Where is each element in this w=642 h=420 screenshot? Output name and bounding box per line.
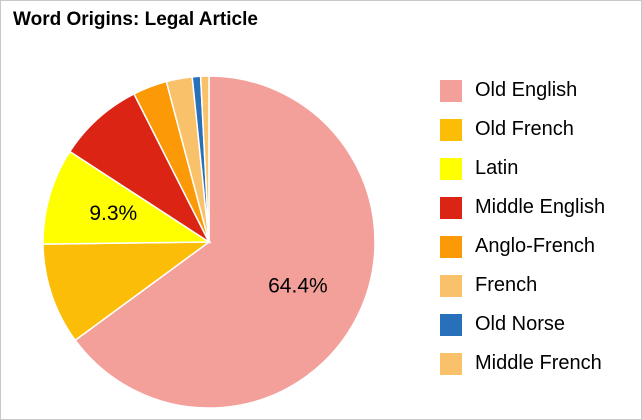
legend-item-old-norse[interactable]: Old Norse: [440, 305, 605, 344]
legend-label: French: [475, 274, 538, 296]
legend-swatch: [440, 352, 462, 375]
legend-label: Old English: [475, 79, 578, 101]
legend-item-latin[interactable]: Latin: [440, 149, 605, 188]
pie-slice-middle-english[interactable]: [68, 92, 211, 245]
legend: Old English Old French Latin Middle English…: [440, 71, 605, 383]
legend-label: Anglo-French: [475, 235, 596, 257]
legend-swatch: [440, 313, 462, 336]
legend-swatch: [440, 118, 462, 141]
legend-swatch: [440, 79, 462, 102]
pie-slices: [42, 75, 376, 409]
legend-swatch: [440, 196, 462, 219]
legend-label: Old Norse: [475, 313, 566, 335]
pie-chart: 64.4% 9.3%: [42, 75, 376, 409]
legend-label: Middle French: [475, 352, 602, 374]
pie-data-labels: 64.4% 9.3%: [89, 202, 327, 298]
legend-item-old-english[interactable]: Old English: [440, 71, 605, 110]
legend-item-middle-english[interactable]: Middle English: [440, 188, 605, 227]
legend-item-middle-french[interactable]: Middle French: [440, 344, 605, 383]
legend-label: Middle English: [475, 196, 606, 218]
pie-slice-middle-french[interactable]: [199, 75, 210, 243]
legend-item-old-french[interactable]: Old French: [440, 110, 605, 149]
legend-label: Old French: [475, 118, 574, 140]
pie-slice-old-french[interactable]: [42, 241, 212, 342]
data-label-latin: 9.3%: [89, 202, 137, 225]
legend-item-french[interactable]: French: [440, 266, 605, 305]
legend-swatch: [440, 274, 462, 297]
legend-swatch: [440, 235, 462, 258]
legend-swatch: [440, 157, 462, 180]
pie-slice-old-english[interactable]: [74, 75, 376, 409]
legend-label: Latin: [475, 157, 519, 179]
pie-slice-latin[interactable]: [42, 150, 212, 245]
data-label-old-english: 64.4%: [268, 275, 328, 298]
chart-title: Word Origins: Legal Article: [13, 9, 258, 30]
legend-item-anglo-french[interactable]: Anglo-French: [440, 227, 605, 266]
